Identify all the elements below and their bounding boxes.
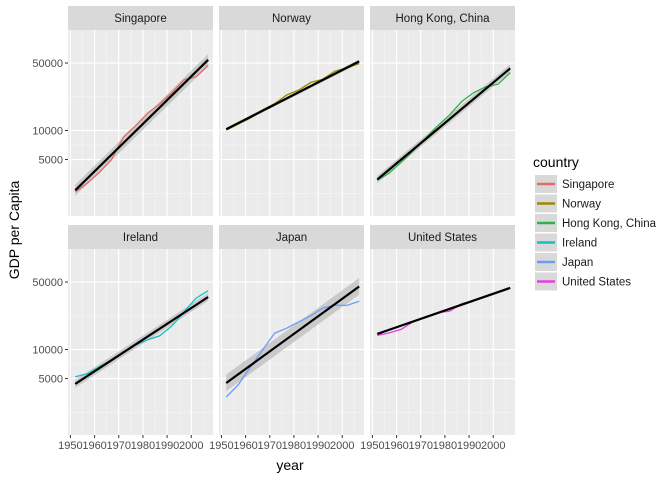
- gridlines: [219, 30, 364, 216]
- x-tick-label: 1970: [409, 440, 433, 452]
- x-tick-label: 1980: [282, 440, 306, 452]
- facet-strip: [68, 225, 213, 249]
- plot-area: [225, 59, 360, 131]
- x-tick-label: 1960: [82, 440, 106, 452]
- y-tick-label: 10000: [32, 125, 63, 137]
- x-tick-label: 1960: [233, 440, 257, 452]
- panel-background: [219, 30, 364, 216]
- plot-area: [225, 278, 360, 398]
- series-line: [74, 65, 209, 193]
- series-line: [225, 300, 360, 398]
- plot-area: [376, 286, 511, 337]
- facet-strip: [219, 6, 364, 30]
- legend: country Singapore Norway Hong Kong, China I…: [533, 154, 657, 291]
- panel-background: [370, 249, 515, 435]
- x-tick-label: 2000: [330, 440, 354, 452]
- x-tick-label: 2000: [179, 440, 203, 452]
- legend-item: Japan: [535, 253, 593, 271]
- legend-label: Hong Kong, China: [562, 218, 657, 230]
- facet-strip: [219, 225, 364, 249]
- legend-label: Ireland: [562, 238, 597, 250]
- x-tick-label: 2000: [481, 440, 505, 452]
- trend-line: [225, 285, 360, 384]
- facet-panel-ireland: Ireland: [68, 225, 213, 435]
- facet-strip-label: Hong Kong, China: [396, 13, 491, 25]
- x-tick-label: 1990: [155, 440, 179, 452]
- x-tick-label: 1960: [384, 440, 408, 452]
- trend-line: [225, 60, 360, 131]
- x-tick-label: 1980: [131, 440, 155, 452]
- x-tick-label: 1950: [209, 440, 233, 452]
- plot-area: [74, 290, 209, 388]
- legend-item: Norway: [535, 194, 601, 213]
- facet-strip-label: Singapore: [114, 13, 166, 25]
- gridlines: [370, 30, 515, 216]
- gridlines: [68, 249, 213, 435]
- x-axis-label: year: [276, 457, 304, 473]
- trend-line: [74, 296, 209, 385]
- x-tick-label: 1950: [58, 440, 82, 452]
- legend-label: Singapore: [562, 179, 614, 191]
- plot-area: [74, 54, 209, 196]
- legend-item: United States: [535, 272, 631, 291]
- legend-label: Norway: [562, 199, 601, 211]
- legend-item: Ireland: [535, 233, 597, 252]
- legend-title: country: [533, 154, 579, 170]
- facet-panel-hong-kong-china: Hong Kong, China: [370, 6, 515, 216]
- trend-line: [376, 286, 511, 335]
- facet-strip: [68, 6, 213, 30]
- facet-panel-norway: Norway: [219, 6, 364, 216]
- gridlines: [370, 249, 515, 435]
- x-tick-label: 1990: [457, 440, 481, 452]
- x-tick-label: 1990: [306, 440, 330, 452]
- y-tick-label: 50000: [32, 277, 63, 289]
- facet-panel-japan: Japan: [219, 225, 364, 435]
- facet-panel-singapore: Singapore: [68, 6, 213, 216]
- panels-layer: Singapore Norway Hong Kong, China Ireland Ja…: [68, 6, 515, 435]
- x-tick-label: 1950: [360, 440, 384, 452]
- x-tick-label: 1970: [258, 440, 282, 452]
- facet-strip-label: Norway: [272, 13, 311, 25]
- x-tick-label: 1980: [433, 440, 457, 452]
- plot-area: [376, 64, 511, 184]
- legend-label: Japan: [562, 257, 593, 269]
- y-tick-label: 10000: [32, 344, 63, 356]
- y-tick-label: 50000: [32, 58, 63, 70]
- y-tick-label: 5000: [39, 155, 63, 167]
- facet-strip-label: Ireland: [123, 232, 158, 244]
- y-axis-label: GDP per Capita: [6, 181, 22, 280]
- trend-line: [376, 67, 511, 181]
- facet-strip-label: Japan: [276, 232, 307, 244]
- facet-strip-label: United States: [408, 232, 477, 244]
- facet-strip: [370, 225, 515, 249]
- series-line: [75, 290, 209, 378]
- legend-item: Singapore: [535, 175, 614, 193]
- y-tick-label: 5000: [39, 374, 63, 386]
- legend-label: United States: [562, 277, 631, 289]
- x-tick-label: 1970: [107, 440, 131, 452]
- facet-strip: [370, 6, 515, 30]
- legend-item: Hong Kong, China: [535, 214, 657, 232]
- trend-line: [74, 59, 209, 192]
- facet-panel-united-states: United States: [370, 225, 515, 435]
